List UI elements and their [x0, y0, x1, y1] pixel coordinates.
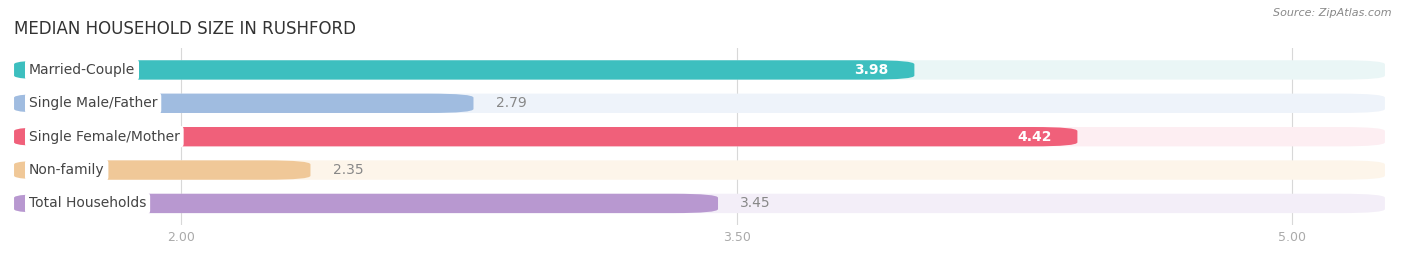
Text: 4.42: 4.42	[1017, 130, 1052, 144]
FancyBboxPatch shape	[14, 127, 1077, 146]
FancyBboxPatch shape	[14, 94, 474, 113]
FancyBboxPatch shape	[14, 160, 311, 180]
FancyBboxPatch shape	[14, 194, 718, 213]
Text: MEDIAN HOUSEHOLD SIZE IN RUSHFORD: MEDIAN HOUSEHOLD SIZE IN RUSHFORD	[14, 20, 356, 38]
FancyBboxPatch shape	[14, 60, 914, 80]
Text: 2.79: 2.79	[496, 96, 526, 110]
FancyBboxPatch shape	[14, 160, 1385, 180]
FancyBboxPatch shape	[14, 194, 1385, 213]
Text: Single Female/Mother: Single Female/Mother	[30, 130, 180, 144]
FancyBboxPatch shape	[14, 60, 1385, 80]
Text: 3.45: 3.45	[740, 196, 770, 210]
Text: Total Households: Total Households	[30, 196, 146, 210]
Text: Married-Couple: Married-Couple	[30, 63, 135, 77]
Text: Non-family: Non-family	[30, 163, 104, 177]
FancyBboxPatch shape	[14, 94, 1385, 113]
Text: 2.35: 2.35	[333, 163, 363, 177]
FancyBboxPatch shape	[14, 127, 1385, 146]
Text: Source: ZipAtlas.com: Source: ZipAtlas.com	[1274, 8, 1392, 18]
Text: 3.98: 3.98	[855, 63, 889, 77]
Text: Single Male/Father: Single Male/Father	[30, 96, 157, 110]
